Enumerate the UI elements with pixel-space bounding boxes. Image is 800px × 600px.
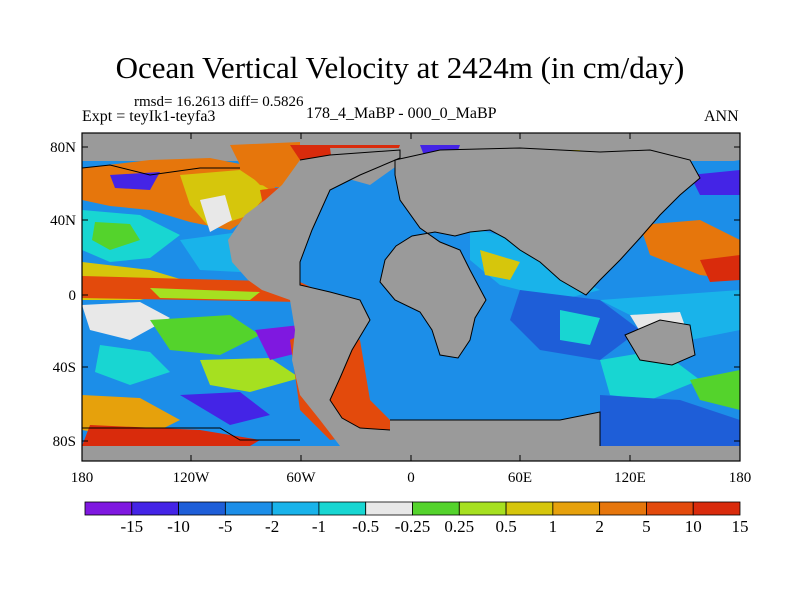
antarctic-missing (82, 446, 740, 461)
lon-label: 180 (71, 470, 94, 486)
colorbar-label: 2 (595, 517, 604, 536)
lon-label: 120W (173, 470, 211, 486)
lat-label: 40S (53, 360, 76, 376)
colorbar-swatch (692, 501, 741, 516)
lat-label: 80N (50, 140, 76, 156)
lon-label: 120E (614, 470, 646, 486)
colorbar-swatch (84, 501, 133, 516)
colorbar-swatch (646, 501, 694, 516)
stats-label: rmsd= 16.2613 diff= 0.5826 (134, 94, 304, 110)
colorbar-label: -2 (265, 517, 279, 536)
colorbar-swatch (365, 501, 413, 516)
colorbar-swatch (599, 501, 647, 516)
map-plot-area (82, 133, 740, 461)
colorbar-label: 1 (549, 517, 558, 536)
lat-label: 40N (50, 213, 76, 229)
lon-label: 60E (508, 470, 532, 486)
colorbar-swatch (505, 501, 554, 516)
colorbar-label: -15 (120, 517, 143, 536)
colorbar (84, 501, 741, 516)
colorbar-swatch (178, 501, 226, 516)
map-title: Ocean Vertical Velocity at 2424m (in cm/… (115, 50, 685, 85)
colorbar-label: 10 (685, 517, 702, 536)
longitude-labels: 180 120W 60W 0 60E 120E 180 (71, 470, 752, 486)
season-label: ANN (704, 108, 739, 125)
colorbar-swatch (412, 501, 460, 516)
colorbar-label: -0.25 (395, 517, 430, 536)
colorbar-label: -0.5 (352, 517, 379, 536)
colorbar-swatch (224, 501, 273, 516)
latitude-labels: 80N 40N 0 40S 80S (50, 140, 76, 450)
colorbar-swatch (458, 501, 507, 516)
colorbar-swatch (552, 501, 601, 516)
colorbar-label: 0.25 (444, 517, 474, 536)
lon-label: 60W (286, 470, 316, 486)
colorbar-swatch (131, 501, 179, 516)
colorbar-labels: -15 -10 -5 -2 -1 -0.5 -0.25 0.25 0.5 1 2 5 10 15 (120, 517, 748, 536)
colorbar-label: 15 (732, 517, 749, 536)
lat-label: 80S (53, 434, 76, 450)
lon-label: 0 (407, 470, 415, 486)
colorbar-swatch (318, 501, 367, 516)
lat-label: 0 (69, 288, 77, 304)
colorbar-label: 5 (642, 517, 651, 536)
colorbar-label: -5 (218, 517, 232, 536)
coastlines (82, 147, 701, 446)
lon-label: 180 (729, 470, 752, 486)
axis-ticks (81, 133, 741, 461)
colorbar-label: 0.5 (495, 517, 516, 536)
colorbar-label: -10 (167, 517, 190, 536)
experiment-label: Expt = teyIk1-teyfa3 (82, 108, 216, 125)
colorbar-swatch (271, 501, 320, 516)
case-label: 178_4_MaBP - 000_0_MaBP (306, 105, 497, 122)
colorbar-label: -1 (312, 517, 326, 536)
